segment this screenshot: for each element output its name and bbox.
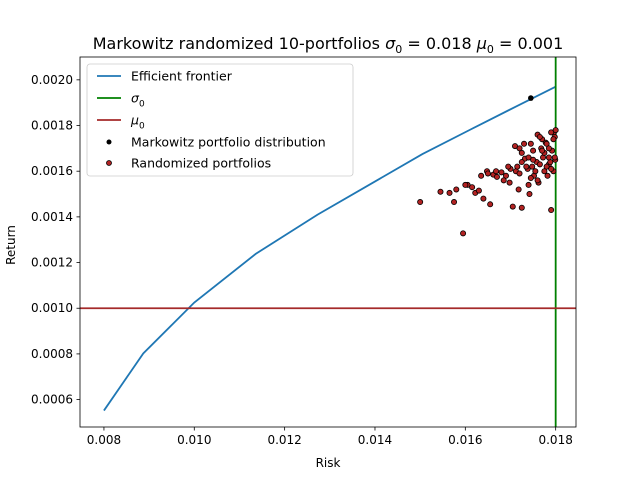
y-tick-label: 0.0018: [31, 119, 73, 133]
efficient-frontier-line: [103, 85, 557, 412]
markowitz-point: [528, 95, 534, 101]
randomized-point: [545, 145, 552, 152]
legend-markowitz-label: Markowitz portfolio distribution: [131, 135, 326, 150]
y-tick-label: 0.0016: [31, 164, 73, 178]
randomized-point: [550, 136, 557, 143]
randomized-point: [530, 156, 537, 163]
randomized-point: [469, 184, 476, 191]
randomized-point: [506, 179, 513, 186]
randomized-point: [527, 175, 534, 182]
y-tick-label: 0.0006: [31, 393, 73, 407]
legend-mu0-label: μ0: [130, 113, 145, 132]
randomized-point: [536, 133, 543, 140]
randomized-point: [417, 199, 424, 206]
randomized-point: [545, 154, 552, 161]
x-tick-label: 0.008: [87, 433, 121, 447]
randomized-point: [480, 195, 487, 202]
axes-frame: [79, 56, 577, 428]
randomized-point: [500, 177, 507, 184]
y-axis-label: Return: [4, 225, 18, 265]
randomized-point: [518, 204, 525, 211]
randomized-point: [515, 186, 522, 193]
y-tick-label: 0.0010: [31, 301, 73, 315]
randomized-point: [446, 189, 453, 196]
chart-title: Markowitz randomized 10-portfolios σ0 = …: [93, 34, 564, 56]
legend-box: [86, 63, 354, 177]
legend-randomized-label: Randomized portfolios: [131, 156, 271, 171]
randomized-point: [525, 181, 532, 188]
y-tick-label: 0.0020: [31, 73, 73, 87]
legend-sigma0-label: σ0: [131, 91, 145, 110]
randomized-point: [526, 191, 533, 198]
randomized-point: [509, 203, 516, 210]
randomized-point: [551, 154, 558, 161]
randomized-point: [548, 207, 555, 214]
x-axis-label: Risk: [316, 456, 341, 470]
axes: 0.008 0.010 0.012 0.014 0.016 0.018 0.0006 0.00…: [31, 56, 577, 447]
legend-markowitz-swatch: [106, 139, 112, 145]
legend: Efficient frontier σ0 μ0 Markowitz portfoli…: [86, 63, 354, 177]
x-tick-label: 0.012: [267, 433, 301, 447]
randomized-point: [532, 168, 539, 175]
randomized-point: [460, 230, 467, 237]
randomized-point: [548, 129, 555, 136]
legend-randomized-swatch: [106, 160, 112, 166]
randomized-point: [493, 173, 500, 180]
randomized-point: [521, 140, 528, 147]
randomized-point: [518, 149, 525, 156]
randomized-point: [523, 163, 530, 170]
legend-efficient-frontier-label: Efficient frontier: [131, 69, 233, 84]
randomized-point: [453, 186, 460, 193]
randomized-point: [487, 201, 494, 208]
randomized-point: [544, 172, 551, 179]
randomized-point: [475, 187, 482, 194]
randomized-point: [536, 161, 543, 168]
randomized-point: [437, 188, 444, 195]
x-tick-label: 0.014: [358, 433, 392, 447]
y-tick-label: 0.0012: [31, 256, 73, 270]
randomized-point: [530, 147, 537, 154]
randomized-point: [505, 163, 512, 170]
y-tick-label: 0.0008: [31, 347, 73, 361]
randomized-point: [534, 177, 541, 184]
randomized-point: [529, 163, 536, 170]
randomized-point: [514, 163, 521, 170]
plot-area: [80, 57, 576, 427]
randomized-point: [518, 159, 525, 166]
randomized-point: [493, 168, 500, 175]
randomized-point: [462, 181, 469, 188]
randomized-point: [516, 170, 523, 177]
randomized-point: [527, 140, 534, 147]
randomized-point: [539, 147, 546, 154]
x-tick-label: 0.016: [448, 433, 482, 447]
randomized-point: [451, 199, 458, 206]
randomized-point: [548, 165, 555, 172]
randomized-point: [478, 172, 485, 179]
randomized-point: [498, 169, 505, 176]
plot-inner: [80, 57, 576, 427]
randomized-point: [484, 170, 491, 177]
x-tick-label: 0.018: [538, 433, 572, 447]
x-tick-label: 0.010: [177, 433, 211, 447]
y-tick-label: 0.0014: [31, 210, 73, 224]
